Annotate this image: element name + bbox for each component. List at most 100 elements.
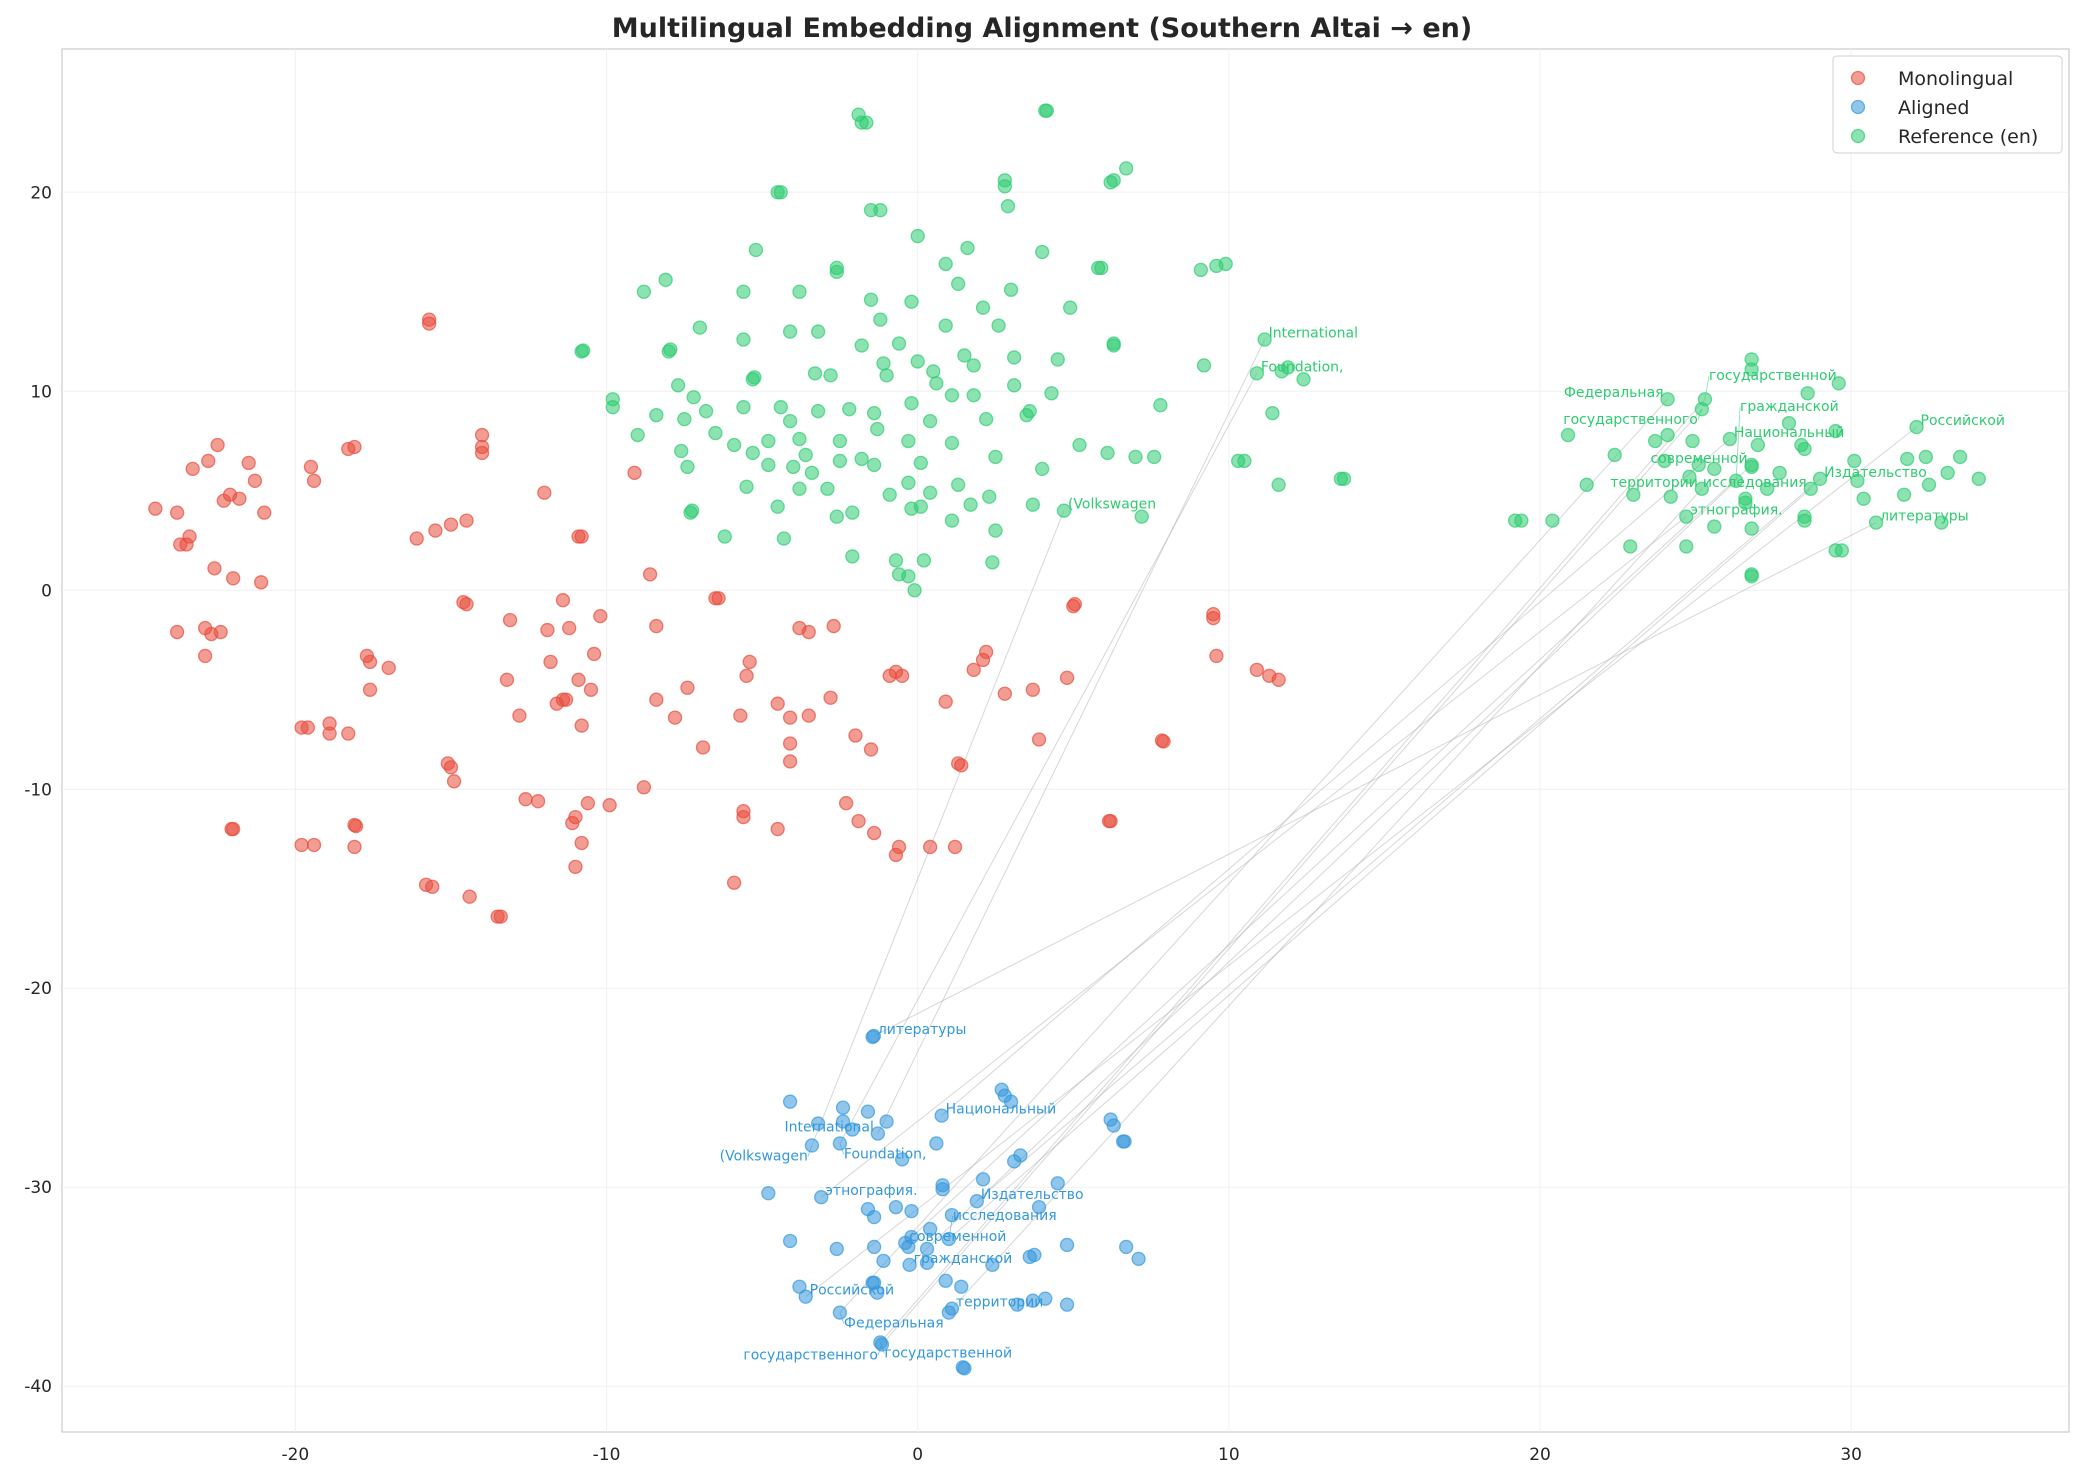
aligned-point	[1013, 1148, 1028, 1163]
monolingual-point	[742, 654, 757, 670]
reference-en-point	[807, 366, 823, 381]
monolingual-point	[649, 618, 664, 634]
label-leader-line	[1697, 409, 1703, 421]
monolingual-point	[459, 513, 474, 528]
reference-en-point	[1850, 473, 1865, 488]
reference-en-point	[1035, 461, 1050, 477]
reference-en-point	[1781, 415, 1797, 431]
monolingual-point	[1025, 682, 1040, 697]
reference-en-point	[859, 115, 874, 130]
label-leader-line	[877, 1344, 883, 1356]
aligned-point	[985, 1257, 1000, 1272]
reference-en-point	[1035, 244, 1050, 260]
reference-en-point	[1682, 469, 1697, 484]
aligned-point	[866, 1209, 882, 1225]
reference-en-point	[963, 497, 978, 512]
aligned-point	[1010, 1297, 1025, 1312]
reference-en-point	[829, 509, 844, 524]
reference-en-point	[792, 431, 807, 447]
alignment-line	[811, 510, 1065, 1146]
reference-en-point	[773, 400, 788, 415]
reference-en-point	[1153, 398, 1168, 413]
reference-en-point	[1134, 509, 1149, 524]
reference-en-point	[630, 427, 645, 443]
monolingual-point	[866, 825, 882, 841]
reference-en-point	[1623, 539, 1638, 554]
reference-en-point	[866, 406, 882, 421]
reference-en-point	[804, 465, 820, 481]
x-tick-label: -10	[593, 1445, 621, 1465]
monolingual-point	[443, 517, 459, 532]
reference-en-point	[854, 338, 869, 353]
monolingual-point	[306, 473, 322, 488]
reference-en-point	[677, 411, 692, 427]
aligned-point	[835, 1100, 851, 1115]
reference-word-label: Национальный	[1734, 425, 1845, 441]
reference-en-point	[1797, 513, 1812, 528]
aligned-word-label: International	[785, 1120, 874, 1136]
monolingual-point	[938, 694, 953, 709]
aligned-point	[1059, 1297, 1075, 1312]
alignment-line	[881, 408, 1703, 1345]
reference-en-point	[1657, 453, 1672, 469]
legend-label: Reference (en)	[1898, 126, 2038, 148]
reference-word-label: Российской	[1921, 413, 2005, 429]
reference-en-point	[863, 292, 879, 307]
monolingual-point	[443, 760, 459, 775]
reference-en-point	[1003, 282, 1019, 297]
monolingual-point	[574, 835, 589, 851]
monolingual-point	[568, 859, 583, 875]
reference-en-point	[1744, 567, 1759, 582]
reference-en-point	[829, 264, 844, 280]
reference-en-point	[1626, 487, 1641, 502]
reference-en-point	[1056, 503, 1072, 518]
monolingual-point	[562, 620, 577, 636]
alignment-line	[879, 398, 1706, 1343]
data-points	[148, 103, 1986, 1376]
aligned-point	[938, 1273, 953, 1288]
reference-en-point	[845, 549, 860, 564]
monolingual-point	[1067, 597, 1082, 612]
y-tick-label: -40	[24, 1377, 52, 1397]
aligned-point	[902, 1257, 917, 1272]
aligned-point	[944, 1301, 960, 1316]
reference-en-point	[1072, 437, 1087, 453]
aligned-point	[919, 1241, 935, 1257]
reference-en-point	[938, 318, 953, 333]
reference-en-point	[1044, 386, 1059, 401]
reference-en-point	[1106, 173, 1121, 188]
aligned-point	[898, 1235, 913, 1251]
reference-en-point	[1828, 423, 1843, 439]
monolingual-point	[253, 575, 269, 590]
reference-en-point	[845, 505, 860, 520]
y-tick-label: -30	[24, 1178, 52, 1198]
monolingual-point	[583, 682, 599, 697]
aligned-word-label: территории	[956, 1295, 1043, 1311]
aligned-point	[866, 1239, 882, 1255]
monolingual-point	[649, 692, 664, 707]
monolingual-point	[512, 708, 527, 723]
label-leader-line	[839, 1312, 845, 1324]
monolingual-point	[1031, 732, 1047, 747]
reference-en-point	[1237, 453, 1252, 469]
reference-en-point	[1196, 358, 1212, 373]
aligned-point	[870, 1285, 885, 1300]
reference-en-point	[1063, 300, 1078, 315]
reference-en-point	[1952, 449, 1968, 465]
reference-en-point	[1685, 433, 1700, 449]
aligned-word-label: (Volkswagen	[720, 1148, 808, 1164]
monolingual-point	[593, 608, 608, 624]
reference-en-point	[929, 376, 944, 391]
reference-en-point	[761, 457, 776, 473]
reference-en-point	[922, 485, 938, 500]
aligned-word-label: Национальный	[946, 1102, 1057, 1118]
reference-word-label: Федеральная	[1564, 385, 1664, 401]
reference-en-point	[1000, 199, 1016, 214]
reference-en-point	[649, 407, 664, 423]
reference-en-point	[1856, 491, 1871, 506]
aligned-word-label: этнография.	[825, 1183, 917, 1199]
reference-word-label: исследования	[1703, 475, 1807, 491]
reference-en-point	[1271, 477, 1286, 492]
monolingual-point	[602, 798, 617, 813]
reference-en-point	[810, 404, 826, 419]
